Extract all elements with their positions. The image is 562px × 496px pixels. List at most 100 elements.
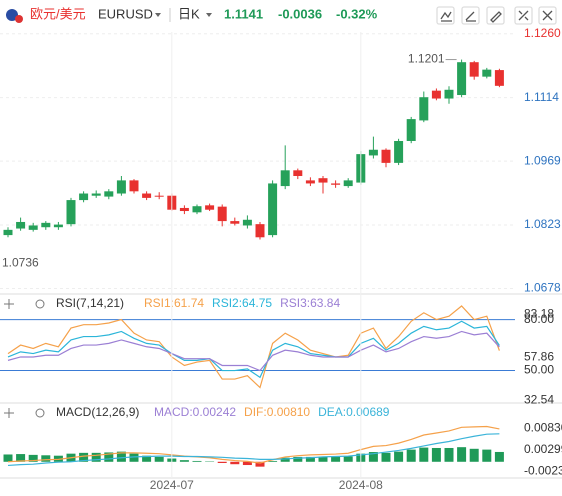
candle-body (242, 219, 252, 226)
tool-icon (440, 11, 452, 22)
histogram-bar (154, 456, 164, 462)
dropdown-arrow[interactable] (155, 13, 161, 17)
y-tick-label: 1.0823 (524, 217, 561, 231)
candle-body (154, 195, 164, 197)
price: 1.1141 (224, 6, 263, 21)
y-tick-label: -0.00233 (524, 463, 562, 477)
candle-body (3, 229, 13, 236)
y-tick-label: 80.00 (524, 312, 554, 326)
candle-body (394, 140, 404, 163)
legend-entry: DEA:0.00689 (318, 405, 390, 419)
tool-button[interactable] (514, 6, 533, 25)
candle-body (419, 97, 429, 121)
histogram-bar (457, 447, 467, 462)
pair-name[interactable]: 欧元/美元 (30, 6, 86, 21)
histogram-bar (53, 455, 63, 462)
histogram-bar (192, 460, 202, 462)
series-line (7, 425, 500, 464)
candle-body (129, 180, 139, 192)
header: 欧元/美元 EURUSD 日K 1.1141 -0.0036 -0.32% (6, 6, 557, 25)
rsi-legend-icons (4, 299, 45, 418)
histogram-bar (104, 452, 114, 462)
y-tick-label: 57.86 (524, 349, 554, 363)
candle-body (79, 193, 89, 201)
series-line (7, 433, 500, 467)
histogram-bar (318, 456, 328, 462)
change-pct: -0.32% (336, 6, 378, 21)
candle-body (28, 225, 38, 230)
histogram-bar (41, 455, 51, 462)
y-tick-label: 83.18 (524, 306, 554, 320)
histogram-bar (305, 456, 315, 462)
histogram-bar (406, 449, 416, 462)
symbol[interactable]: EURUSD (98, 6, 153, 21)
histogram-bar (482, 449, 492, 462)
histogram-bar (142, 455, 152, 462)
histogram-bar (494, 451, 504, 462)
histogram-bar (116, 451, 126, 462)
candle-body (116, 180, 126, 194)
histogram-bar (331, 456, 341, 462)
settings-icon[interactable] (4, 408, 14, 418)
histogram-bar (129, 453, 139, 462)
dropdown-arrow[interactable] (206, 13, 212, 17)
candle-body (368, 149, 378, 156)
candle-body (482, 69, 492, 77)
candle-body (179, 207, 189, 212)
legend-entry: RSI2:64.75 (212, 296, 272, 310)
candle-body (318, 178, 328, 183)
histogram-bar (242, 461, 252, 466)
histogram-bar (444, 447, 454, 462)
series-line (7, 320, 500, 379)
candle-body (381, 149, 391, 163)
legend-title: RSI(7,14,21) (56, 296, 124, 310)
y-tick-label: 1.1114 (524, 90, 559, 104)
histogram-bar (419, 447, 429, 462)
candle-body (142, 193, 152, 198)
candle-body (431, 90, 441, 99)
histogram-bar (28, 454, 38, 462)
histogram-bar (343, 456, 353, 462)
x-tick-label: 2024-08 (339, 478, 383, 492)
histogram-bar (217, 461, 227, 463)
candle-body (444, 89, 454, 99)
histogram-bar (381, 452, 391, 462)
eye-icon[interactable] (35, 299, 45, 309)
candle-body (343, 180, 353, 187)
candle-body (53, 224, 63, 228)
candle-body (268, 183, 278, 236)
y-tick-label: 1.1260 (524, 26, 561, 40)
flag-icon (6, 9, 18, 21)
candle-body (305, 180, 315, 184)
tool-button[interactable] (486, 6, 505, 25)
histogram-bar (179, 460, 189, 462)
series-line (7, 330, 500, 372)
legend-title: MACD(12,26,9) (56, 405, 139, 419)
eye-icon[interactable] (35, 408, 45, 418)
period[interactable]: 日K (178, 6, 200, 21)
settings-icon[interactable] (4, 299, 14, 309)
series-line (7, 305, 500, 389)
tool-button[interactable] (436, 6, 455, 25)
candle-body (293, 170, 303, 177)
histogram-bar (431, 447, 441, 462)
candle-body (331, 183, 341, 185)
tool-button[interactable] (538, 6, 557, 25)
tool-icon (542, 10, 553, 21)
candle-body (280, 170, 290, 187)
legend-entry: RSI3:63.84 (280, 296, 340, 310)
tool-button[interactable] (461, 6, 480, 25)
candle-body (457, 62, 467, 96)
y-tick-label: 0.00299 (524, 442, 562, 456)
candle-body (41, 222, 51, 228)
legend-entry: DIF:0.00810 (244, 405, 310, 419)
histogram-bar (91, 452, 101, 462)
histogram-bar (293, 456, 303, 462)
annotation: 1.1201 (408, 52, 445, 66)
legend-entry: RSI1:61.74 (144, 296, 204, 310)
candle-body (217, 206, 227, 222)
change: -0.0036 (278, 6, 322, 21)
